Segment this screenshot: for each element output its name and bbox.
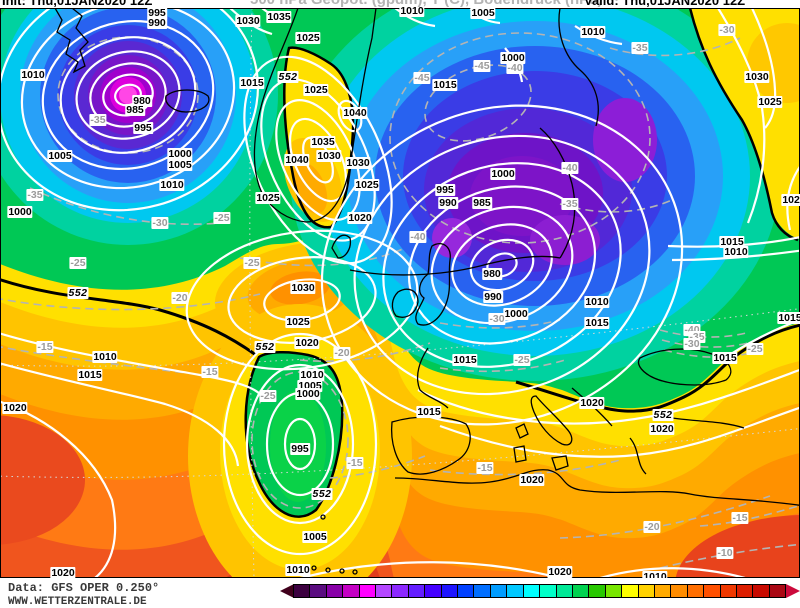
colorbar-cell [358, 584, 377, 598]
colorbar-cell [342, 584, 360, 598]
colorbar-cell [571, 584, 590, 598]
temperature-colorbar [293, 584, 787, 598]
colorbar-cell [506, 584, 524, 598]
coastlines [54, 8, 800, 575]
colorbar-cell [604, 584, 623, 598]
colorbar-cell [539, 584, 557, 598]
colorbar-cell [391, 584, 409, 598]
colorbar-cell [752, 584, 770, 598]
colorbar-cell [719, 584, 737, 598]
colorbar-cell [457, 584, 475, 598]
init-time-label: Init: Thu,01JAN2020 12Z [2, 0, 153, 8]
colorbar-right-arrow [786, 584, 800, 598]
colorbar-cell [424, 584, 442, 598]
colorbar-cell [489, 584, 508, 598]
colorbar-cell [440, 584, 459, 598]
colorbar-cell [670, 584, 688, 598]
chart-footer: Data: GFS OPER 0.250° WWW.WETTERZENTRALE… [0, 578, 800, 608]
website-label: WWW.WETTERZENTRALE.DE [8, 596, 147, 608]
data-source-label: Data: GFS OPER 0.250° [8, 581, 160, 595]
colorbar-left-arrow [280, 584, 294, 598]
colorbar-cell [686, 584, 705, 598]
colorbar-cell [325, 584, 344, 598]
product-title-label: 500 hPa Geopot. (gpdm), T (C), Bodendruc… [250, 0, 603, 8]
colorbar-cell [309, 584, 327, 598]
colorbar-cell [588, 584, 606, 598]
graticule [0, 8, 800, 578]
chart-header: Init: Thu,01JAN2020 12Z 500 hPa Geopot. … [0, 0, 800, 8]
colorbar-cell [555, 584, 573, 598]
colorbar-cell [653, 584, 672, 598]
colorbar-cell [293, 584, 311, 598]
colorbar-cell [522, 584, 541, 598]
colorbar-cell [407, 584, 426, 598]
colorbar-cell [375, 584, 393, 598]
colorbar-cell [637, 584, 655, 598]
colorbar-cell [768, 584, 787, 598]
colorbar-cell [703, 584, 721, 598]
colorbar-cell [735, 584, 754, 598]
russia-cold-pool [290, 8, 780, 381]
colorbar-cell [621, 584, 639, 598]
valid-time-label: Valid: Thu,01JAN2020 12Z [584, 0, 746, 8]
colorbar-cell [473, 584, 491, 598]
